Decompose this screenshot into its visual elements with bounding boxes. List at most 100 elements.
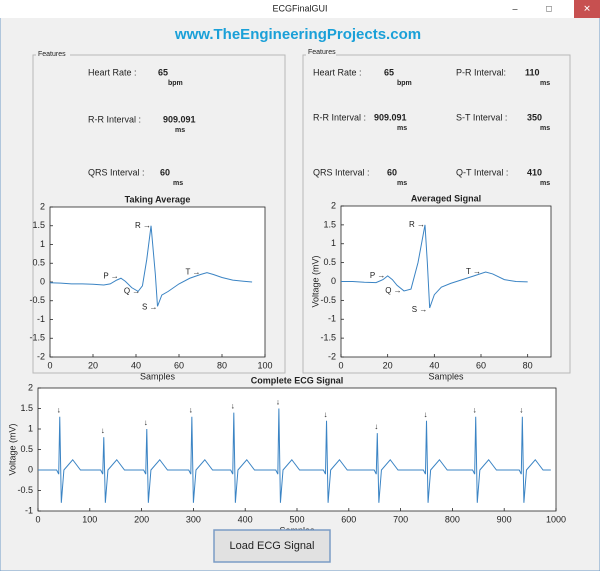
- plot-area: [37, 387, 557, 512]
- maximize-button[interactable]: □: [546, 3, 552, 13]
- annotation: ↓: [189, 406, 193, 415]
- annotation: T →: [186, 268, 201, 277]
- panel-title-bg: [306, 47, 336, 57]
- field-unit: ms: [540, 80, 550, 87]
- left-panel: [32, 54, 286, 374]
- y-tick-label: 0.5: [32, 258, 45, 268]
- y-tick-label: -1: [25, 505, 33, 515]
- y-tick-label: 1: [28, 423, 33, 433]
- x-tick-label: 600: [341, 514, 356, 524]
- y-tick-label: 0: [28, 464, 33, 474]
- field-unit: ms: [397, 125, 407, 132]
- chart-title: Taking Average: [125, 194, 191, 204]
- field-label: R-R Interval :: [88, 114, 141, 124]
- x-tick-label: 700: [393, 514, 408, 524]
- annotation: ↓: [144, 418, 148, 427]
- plot-area: [49, 206, 266, 358]
- y-tick-label: -2: [37, 351, 45, 361]
- close-button[interactable]: [574, 0, 600, 18]
- load-button[interactable]: Load ECG Signal: [213, 529, 331, 563]
- field-label: S-T Interval :: [456, 112, 507, 122]
- annotation: ↓: [276, 397, 280, 406]
- x-tick-label: 100: [257, 360, 272, 370]
- panel-title: Features: [308, 49, 336, 56]
- panel-title: Features: [38, 51, 66, 58]
- field-value: 60: [160, 167, 170, 177]
- annotation: S →: [412, 305, 428, 314]
- field-value: 909.091: [374, 112, 407, 122]
- x-axis-label: Samples: [428, 371, 464, 381]
- y-tick-label: 1.5: [323, 219, 336, 229]
- y-tick-label: 1.5: [32, 220, 45, 230]
- annotation: ↓: [473, 406, 477, 415]
- signal-line: [38, 408, 551, 503]
- y-tick-label: -1.5: [320, 333, 336, 343]
- field-label: Heart Rate :: [313, 67, 362, 77]
- field-value: 350: [527, 112, 542, 122]
- x-axis-label: Samples: [140, 371, 176, 381]
- annotation: R →: [409, 220, 425, 229]
- title-bar: [0, 0, 600, 18]
- y-tick-label: 1.5: [20, 403, 33, 413]
- field-value: 65: [158, 67, 168, 77]
- field-value: 909.091: [163, 114, 196, 124]
- y-tick-label: 2: [40, 201, 45, 211]
- annotation: S →: [142, 303, 158, 312]
- field-label: R-R Interval :: [313, 112, 366, 122]
- close-icon: ✕: [583, 3, 591, 13]
- y-tick-label: 1: [40, 239, 45, 249]
- y-tick-label: -0.5: [17, 485, 33, 495]
- signal-line: [341, 224, 528, 309]
- y-tick-label: 2: [28, 382, 33, 392]
- right-panel: [302, 54, 571, 374]
- signal-line: [49, 225, 253, 307]
- annotation: R →: [135, 221, 151, 230]
- y-tick-label: -2: [328, 351, 336, 361]
- y-tick-label: -1: [328, 314, 336, 324]
- x-tick-label: 60: [476, 360, 486, 370]
- field-unit: ms: [540, 180, 550, 187]
- x-tick-label: 900: [497, 514, 512, 524]
- chart-title: Complete ECG Signal: [251, 375, 344, 385]
- field-value: 60: [387, 167, 397, 177]
- annotation: T →: [466, 267, 481, 276]
- x-tick-label: 300: [186, 514, 201, 524]
- field-unit: ms: [175, 127, 185, 134]
- y-tick-label: -0.5: [29, 295, 45, 305]
- annotation: P →: [103, 271, 118, 280]
- annotation: Q →: [385, 286, 401, 295]
- y-tick-label: 0: [331, 276, 336, 286]
- annotation: ↓: [423, 410, 427, 419]
- y-tick-label: -1.5: [29, 333, 45, 343]
- x-tick-label: 80: [217, 360, 227, 370]
- y-tick-label: 0.5: [323, 257, 336, 267]
- x-tick-label: 0: [338, 360, 343, 370]
- x-tick-label: 20: [383, 360, 393, 370]
- field-label: P-R Interval:: [456, 67, 506, 77]
- button-label[interactable]: Load ECG Signal: [230, 540, 315, 552]
- field-unit: ms: [540, 125, 550, 132]
- y-tick-label: 2: [331, 200, 336, 210]
- x-tick-label: 40: [131, 360, 141, 370]
- field-value: 65: [384, 67, 394, 77]
- y-tick-label: 1: [331, 238, 336, 248]
- field-unit: bpm: [397, 80, 412, 87]
- y-tick-label: 0.5: [20, 444, 33, 454]
- field-label: QRS Interval :: [313, 167, 370, 177]
- field-unit: ms: [397, 180, 407, 187]
- y-axis-label: Voltage (mV): [310, 255, 320, 307]
- field-label: Heart Rate :: [88, 67, 137, 77]
- annotation: P →: [370, 271, 385, 280]
- button-face[interactable]: [213, 529, 331, 563]
- x-tick-label: 40: [429, 360, 439, 370]
- annotation: ↓: [57, 406, 61, 415]
- field-value: 110: [525, 67, 540, 77]
- x-tick-label: 0: [47, 360, 52, 370]
- annotation: Q →: [124, 286, 140, 295]
- minimize-button[interactable]: –: [512, 3, 517, 13]
- annotation: ↓: [519, 406, 523, 415]
- field-value: 410: [527, 167, 542, 177]
- x-tick-label: 0: [35, 514, 40, 524]
- x-tick-label: 400: [238, 514, 253, 524]
